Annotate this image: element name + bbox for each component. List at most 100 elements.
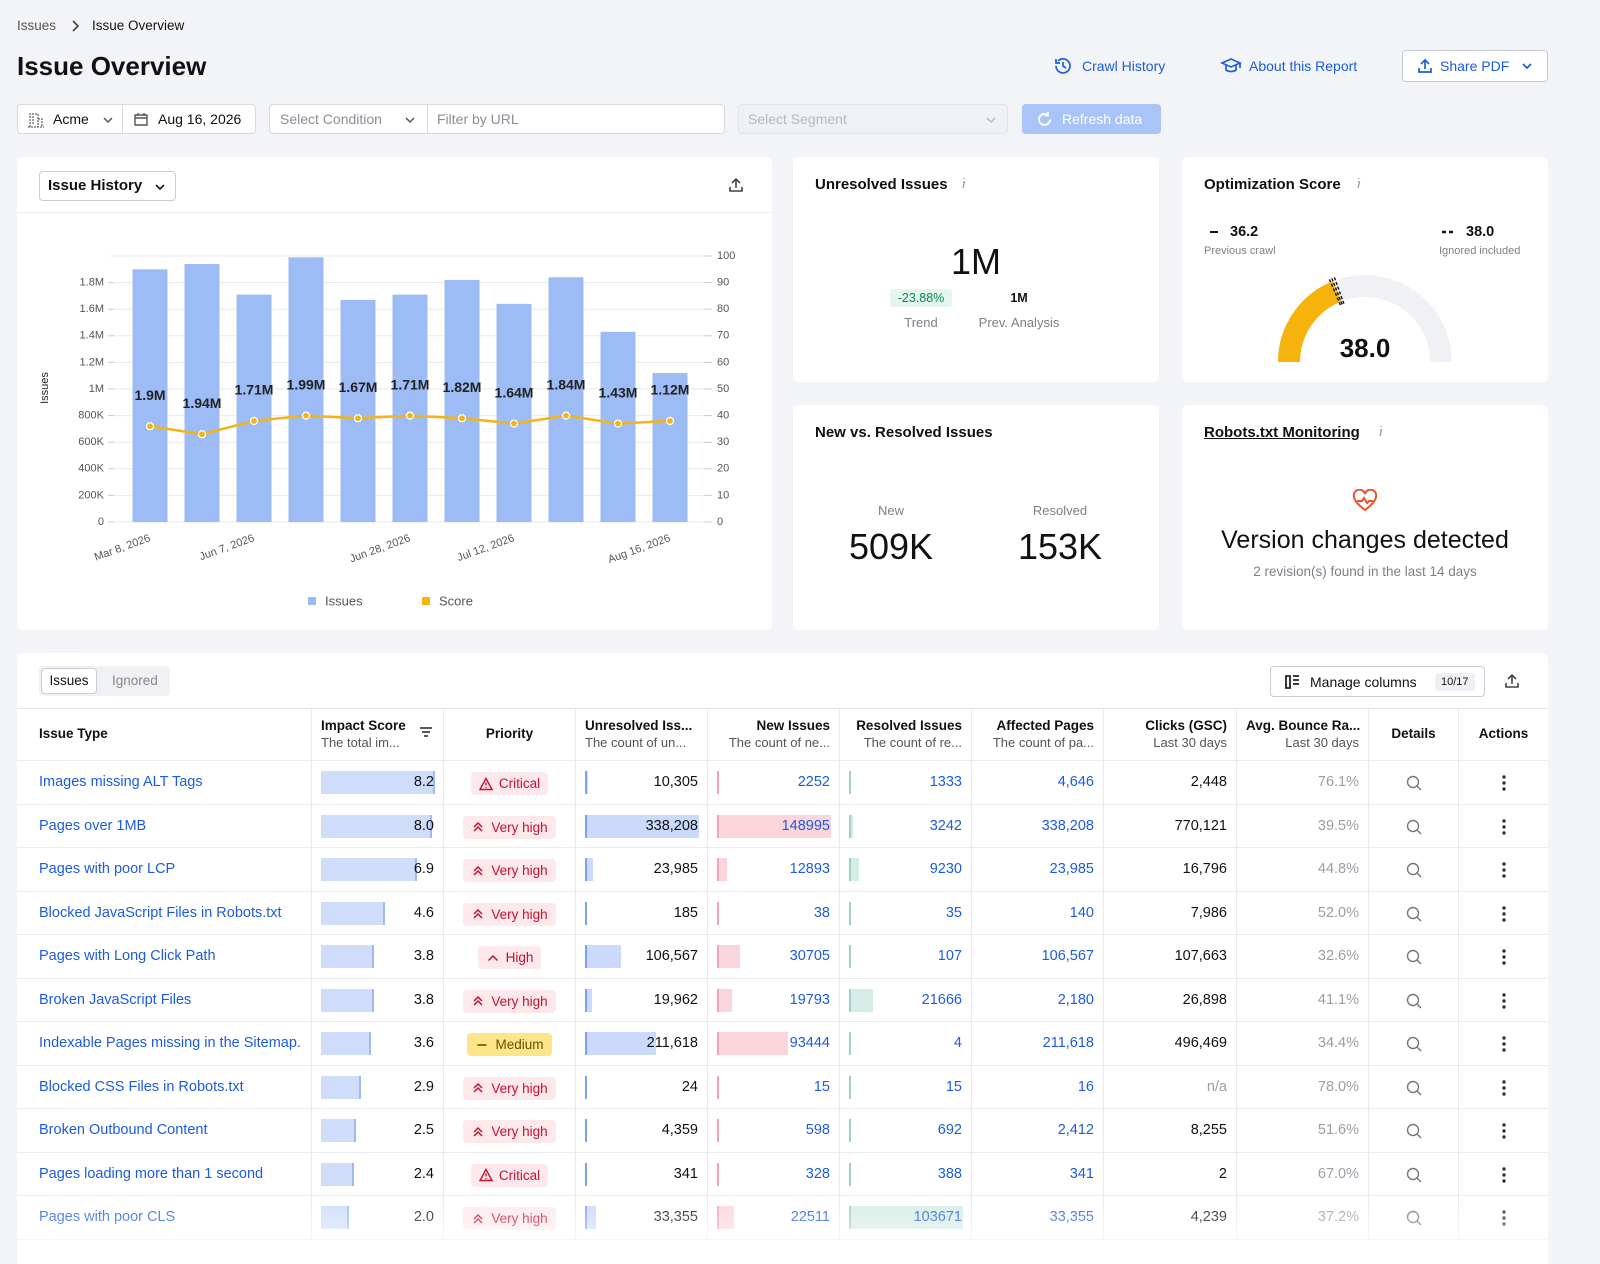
condition-url-filter[interactable]: Select Condition Filter by URL (269, 104, 725, 134)
issue-history-chart: 0 10 20 30 40 50 60 70 80 90 100 0 200K 400K 600K 800K 1… (39, 250, 735, 609)
dropdown-chevron (155, 184, 165, 191)
data-label: 1.71M (391, 376, 430, 392)
y2-tick-label: 20 (717, 463, 729, 475)
dropdown-chevron (986, 117, 996, 124)
x-tick-label: Jun 7, 2026 (198, 532, 256, 563)
tab-ignored[interactable]: Ignored (112, 673, 158, 688)
columns-icon (1285, 675, 1299, 689)
previous-value: 1M (1010, 291, 1028, 305)
trend-badge: -23.88% (890, 289, 952, 307)
dropdown-chevron (405, 117, 415, 124)
project-date-filter[interactable]: Acme Aug 16, 2026 (17, 104, 256, 134)
divider (122, 105, 123, 133)
y-tick-label: 400K (78, 463, 104, 475)
unresolved-value: 1M (950, 241, 1001, 282)
bar (548, 277, 584, 522)
y-tick-label: 0 (98, 516, 104, 528)
breadcrumb-separator (72, 20, 80, 32)
score-point (613, 419, 623, 428)
previous-score: 36.2 (1230, 224, 1259, 240)
project-select[interactable]: Acme (53, 111, 89, 127)
unresolved-card: Unresolved Issues 1M -23.88% 1M Trend Pr… (793, 157, 1159, 382)
y-tick-label: 1.2M (80, 356, 104, 368)
project-icon (28, 113, 44, 128)
y2-tick-label: 60 (717, 356, 729, 368)
card-title: New vs. Resolved Issues (815, 424, 993, 441)
refresh-label: Refresh data (1062, 111, 1143, 127)
condition-select[interactable]: Select Condition (280, 111, 382, 127)
tab-issues[interactable]: Issues (41, 668, 97, 694)
export-icon[interactable] (1504, 673, 1520, 689)
calendar-icon (134, 113, 148, 126)
refresh-icon (1038, 112, 1051, 126)
report-icon (1220, 58, 1242, 73)
bar (340, 299, 376, 522)
x-tick-label: Mar 8, 2026 (93, 532, 152, 563)
page-title: Issue Overview (17, 51, 207, 81)
y-tick-label: 600K (78, 436, 104, 448)
legend-label: Issues (325, 593, 363, 608)
ignored-marker (1442, 230, 1453, 234)
crawl-history-button[interactable]: Crawl History (1082, 58, 1166, 74)
table-top-border (17, 708, 1548, 709)
previous-label: Previous crawl (1204, 245, 1276, 257)
export-icon[interactable] (728, 177, 744, 193)
about-report-button[interactable]: About this Report (1249, 58, 1358, 74)
previous-marker (1210, 231, 1218, 233)
x-tick-label: Aug 16, 2026 (606, 532, 672, 566)
data-label: 1.9M (134, 387, 165, 403)
new-label: New (877, 503, 904, 518)
bar (652, 373, 688, 522)
y-axis-label: Issues (39, 372, 51, 404)
scroll-fade (17, 1192, 1548, 1264)
y2-tick-label: 100 (717, 250, 735, 262)
data-label: 1.84M (547, 376, 586, 392)
optimization-card: Optimization Score 36.2 Previous crawl 3… (1182, 157, 1548, 382)
robots-detail: 2 revision(s) found in the last 14 days (1253, 564, 1477, 579)
info-icon[interactable] (1354, 176, 1362, 190)
bar (184, 263, 220, 522)
columns-count: 10/17 (1435, 673, 1475, 691)
data-label: 1.64M (495, 384, 534, 400)
score-point (509, 419, 519, 428)
chart-select[interactable]: Issue History (39, 171, 176, 201)
upload-icon (1418, 58, 1432, 73)
dropdown-chevron (1522, 63, 1532, 70)
data-label: 1.12M (651, 382, 690, 398)
breadcrumb-current: Issue Overview (92, 18, 185, 33)
score-point (457, 414, 467, 423)
bar (444, 279, 480, 522)
score-point (353, 414, 363, 423)
new-value: 509K (848, 526, 934, 567)
score-gauge (1278, 275, 1452, 363)
heart-pulse-icon (1352, 489, 1378, 512)
date-select[interactable]: Aug 16, 2026 (158, 111, 242, 127)
score-point (197, 430, 207, 439)
breadcrumb-link[interactable]: Issues (17, 18, 57, 33)
y2-tick-label: 50 (717, 383, 729, 395)
score-point (405, 411, 415, 420)
share-pdf-button[interactable]: Share PDF (1402, 50, 1548, 82)
divider (17, 212, 772, 213)
data-label: 1.94M (183, 395, 222, 411)
y2-tick-label: 40 (717, 410, 729, 422)
y-tick-label: 1.4M (80, 330, 104, 342)
manage-columns-button[interactable]: Manage columns 10/17 (1270, 666, 1485, 697)
previous-label: Prev. Analysis (978, 315, 1060, 330)
resolved-label: Resolved (1032, 503, 1088, 518)
chart-title: Issue History (48, 177, 143, 194)
url-filter-input[interactable]: Filter by URL (437, 111, 519, 127)
refresh-button[interactable]: Refresh data (1022, 104, 1161, 134)
data-label: 1.43M (599, 384, 638, 400)
score-point (249, 416, 259, 426)
robots-link[interactable]: Robots.txt Monitoring (1204, 424, 1360, 441)
info-icon[interactable] (959, 176, 967, 190)
y-tick-label: 1M (89, 383, 104, 395)
y2-tick-label: 80 (717, 303, 729, 315)
legend-swatch (422, 597, 430, 605)
bar (496, 303, 532, 522)
score-point (301, 411, 311, 420)
info-icon[interactable] (1376, 424, 1384, 438)
divider (427, 105, 428, 133)
